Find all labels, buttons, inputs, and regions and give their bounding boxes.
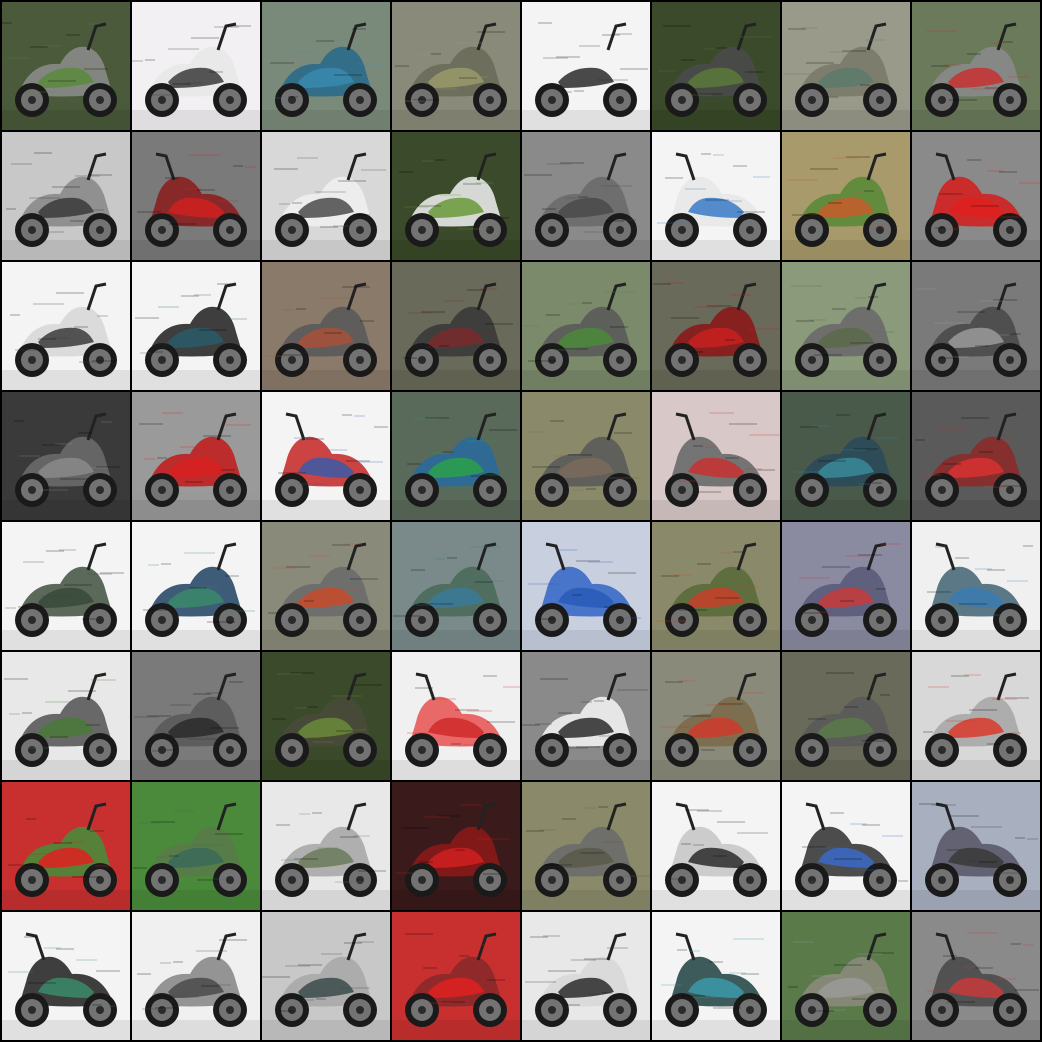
motorcycle-sample-tile (132, 912, 260, 1040)
motorcycle-sample-tile (262, 392, 390, 520)
motorcycle-sample-tile (262, 912, 390, 1040)
motorcycle-sample-tile (912, 782, 1040, 910)
motorcycle-sample-tile (912, 912, 1040, 1040)
motorcycle-sample-tile (132, 262, 260, 390)
motorcycle-sample-tile (782, 132, 910, 260)
motorcycle-sample-tile (522, 652, 650, 780)
motorcycle-sample-tile (2, 392, 130, 520)
motorcycle-sample-tile (782, 522, 910, 650)
motorcycle-sample-tile (2, 912, 130, 1040)
motorcycle-sample-tile (652, 2, 780, 130)
motorcycle-sample-tile (2, 262, 130, 390)
motorcycle-sample-tile (652, 392, 780, 520)
motorcycle-sample-tile (652, 782, 780, 910)
motorcycle-sample-tile (782, 912, 910, 1040)
motorcycle-sample-tile (392, 2, 520, 130)
motorcycle-sample-tile (2, 782, 130, 910)
motorcycle-sample-tile (912, 522, 1040, 650)
motorcycle-sample-tile (132, 2, 260, 130)
motorcycle-sample-tile (132, 782, 260, 910)
motorcycle-sample-tile (912, 652, 1040, 780)
motorcycle-sample-tile (652, 912, 780, 1040)
motorcycle-sample-tile (2, 2, 130, 130)
motorcycle-sample-tile (392, 392, 520, 520)
motorcycle-sample-tile (652, 522, 780, 650)
motorcycle-sample-tile (2, 132, 130, 260)
motorcycle-sample-tile (392, 522, 520, 650)
motorcycle-sample-tile (782, 652, 910, 780)
motorcycle-sample-tile (522, 392, 650, 520)
motorcycle-sample-tile (652, 132, 780, 260)
motorcycle-sample-tile (522, 2, 650, 130)
motorcycle-sample-tile (262, 522, 390, 650)
motorcycle-sample-tile (392, 652, 520, 780)
motorcycle-sample-tile (392, 262, 520, 390)
motorcycle-sample-tile (132, 132, 260, 260)
motorcycle-sample-tile (912, 132, 1040, 260)
motorcycle-sample-tile (262, 782, 390, 910)
motorcycle-sample-tile (262, 262, 390, 390)
motorcycle-sample-tile (912, 392, 1040, 520)
motorcycle-sample-tile (912, 262, 1040, 390)
motorcycle-sample-tile (132, 522, 260, 650)
motorcycle-sample-tile (522, 522, 650, 650)
motorcycle-sample-tile (262, 132, 390, 260)
motorcycle-sample-tile (132, 652, 260, 780)
motorcycle-sample-tile (782, 262, 910, 390)
motorcycle-sample-tile (782, 782, 910, 910)
motorcycle-sample-tile (392, 132, 520, 260)
motorcycle-sample-tile (652, 262, 780, 390)
motorcycle-sample-tile (392, 912, 520, 1040)
motorcycle-sample-tile (912, 2, 1040, 130)
motorcycle-sample-tile (132, 392, 260, 520)
motorcycle-sample-tile (522, 262, 650, 390)
motorcycle-sample-tile (522, 912, 650, 1040)
motorcycle-sample-tile (522, 132, 650, 260)
motorcycle-sample-tile (782, 392, 910, 520)
motorcycle-sample-tile (262, 652, 390, 780)
motorcycle-sample-tile (392, 782, 520, 910)
motorcycle-sample-tile (2, 522, 130, 650)
motorcycle-sample-tile (522, 782, 650, 910)
motorcycle-sample-tile (262, 2, 390, 130)
motorcycle-sample-tile (2, 652, 130, 780)
motorcycle-sample-tile (652, 652, 780, 780)
motorcycle-sample-tile (782, 2, 910, 130)
